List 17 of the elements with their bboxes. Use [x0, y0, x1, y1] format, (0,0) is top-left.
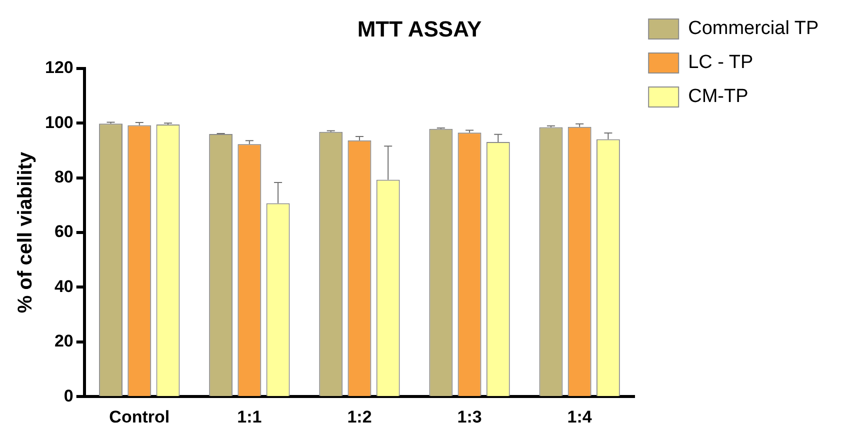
x-tick-label: 1:2: [347, 407, 372, 426]
legend-label: CM-TP: [688, 86, 748, 108]
y-tick-label: 120: [44, 58, 74, 78]
y-tick-label: 20: [54, 332, 74, 351]
y-axis-title: % of cell viability: [14, 151, 37, 314]
y-tick-label: 40: [54, 276, 74, 296]
chart-title: MTT ASSAY: [357, 16, 482, 42]
x-tick-label: 1:4: [567, 407, 592, 426]
legend-label: Commercial TP: [688, 18, 819, 40]
legend-label: LC - TP: [688, 52, 754, 74]
x-tick-label: 1:3: [457, 407, 482, 426]
x-tick-label: Control: [109, 407, 170, 426]
y-tick-label: 80: [54, 167, 74, 186]
x-tick-label: 1:1: [237, 407, 262, 426]
y-tick-label: 60: [54, 222, 74, 242]
y-tick-label: 100: [44, 112, 74, 132]
y-tick-label: 0: [64, 386, 74, 406]
